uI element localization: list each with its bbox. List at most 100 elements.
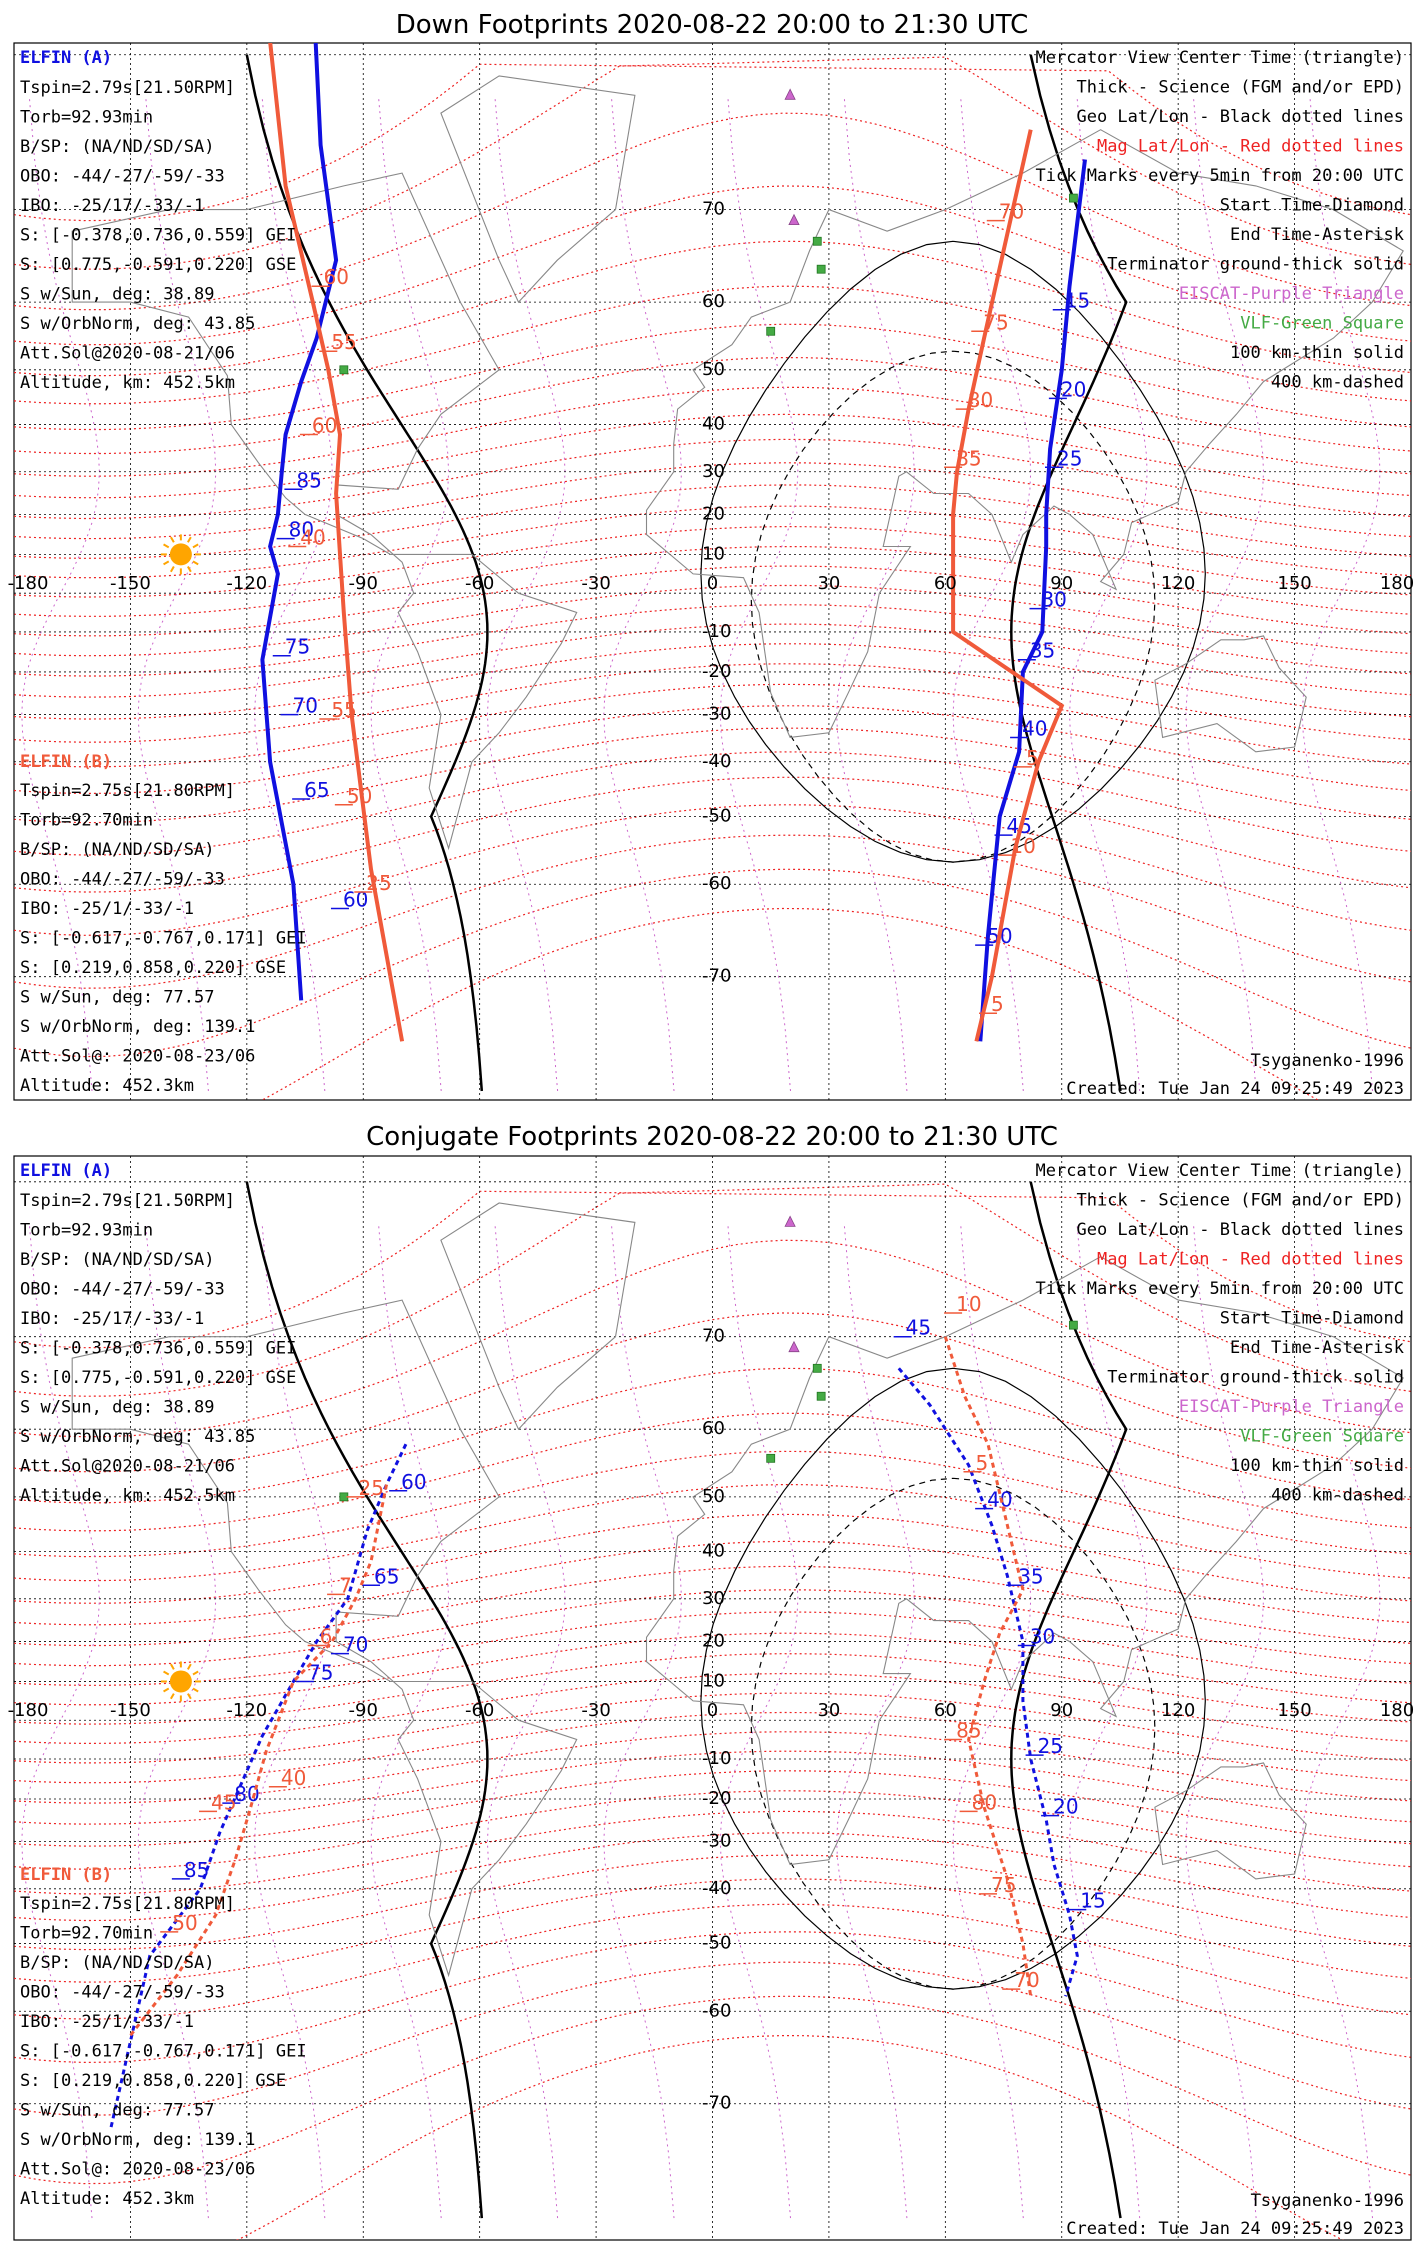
track-elfin-a-1: [978, 159, 1087, 1042]
x-tick-label: -150: [110, 1700, 151, 1721]
legend-entry: VLF-Green Square: [1240, 1427, 1404, 1447]
tick-label: 10: [956, 1292, 981, 1316]
y-tick-label: 20: [702, 503, 725, 524]
legend-entry: Mercator View Center Time (triangle): [1036, 48, 1404, 68]
y-tick-label: -10: [702, 1748, 731, 1769]
legend-entry: Mercator View Center Time (triangle): [1036, 1161, 1404, 1181]
tick-label: 15: [1065, 289, 1090, 313]
tick-label: 75: [991, 1873, 1016, 1897]
tick-label: 65: [304, 778, 329, 802]
x-tick-label: 30: [817, 573, 840, 594]
elfin-a-info: ELFIN (A) Tspin=2.79s[21.50RPM] Torb=92.93…: [20, 1161, 296, 1506]
tick-label: 85: [956, 1719, 981, 1743]
tick-label: 85: [184, 1858, 209, 1882]
x-tick-label: -90: [349, 573, 378, 594]
elfin-a-line: B/SP: (NA/ND/SD/SA): [20, 137, 214, 157]
tick-label: 40: [281, 1766, 306, 1790]
legend-entry: EISCAT-Purple Triangle: [1179, 284, 1404, 304]
elfin-a-title: ELFIN (A): [20, 1161, 112, 1181]
elfin-a-line: S: [0.775,-0.591,0.220] GSE: [20, 255, 296, 275]
elfin-b-title: ELFIN (B): [20, 752, 112, 772]
tick-label: 60: [343, 887, 368, 911]
legend-entry: EISCAT-Purple Triangle: [1179, 1397, 1404, 1417]
x-tick-label: 150: [1277, 573, 1311, 594]
tick-label: 40: [1022, 716, 1047, 740]
tick-label: 85: [956, 446, 981, 470]
elfin-b-info: ELFIN (B) Tspin=2.75s[21.80RPM] Torb=92.70…: [20, 752, 307, 1096]
x-tick-label: -180: [8, 1700, 49, 1721]
tick-label: 85: [296, 468, 321, 492]
tick-label: 45: [906, 1316, 931, 1340]
elfin-b-title: ELFIN (B): [20, 1865, 112, 1885]
elfin-b-line: IBO: -25/1/-33/-1: [20, 2012, 194, 2032]
tick-label: 5: [975, 1451, 988, 1475]
x-tick-label: 60: [934, 573, 957, 594]
tick-label: 25: [1038, 1734, 1063, 1758]
tick-label: 40: [300, 526, 325, 550]
x-tick-label: 90: [1050, 573, 1073, 594]
y-tick-label: -20: [702, 1788, 731, 1809]
legend-entry: 100 km-thin solid: [1230, 1456, 1404, 1476]
tick-label: 55: [331, 330, 356, 354]
legend-entry: Start Time-Diamond: [1220, 196, 1404, 216]
elfin-b-line: S w/Sun, deg: 77.57: [20, 988, 214, 1008]
elfin-b-line: Att.Sol@: 2020-08-23/06: [20, 1047, 255, 1067]
tick-label: 25: [358, 1476, 383, 1500]
y-tick-label: -60: [702, 873, 731, 894]
tick-label: 60: [312, 413, 337, 437]
tick-label: 30: [1030, 1625, 1055, 1649]
legend-entry: Tick Marks every 5min from 20:00 UTC: [1036, 166, 1404, 186]
tick-label: 50: [172, 1911, 197, 1935]
x-tick-label: 30: [817, 1700, 840, 1721]
tick-label: 75: [308, 1660, 333, 1684]
elfin-a-title: ELFIN (A): [20, 48, 112, 68]
elfin-a-line: Torb=92.93min: [20, 108, 153, 128]
elfin-b-line: IBO: -25/1/-33/-1: [20, 899, 194, 919]
elfin-b-line: S: [0.219,0.858,0.220] GSE: [20, 2071, 286, 2091]
elfin-b-line: Altitude: 452.3km: [20, 2189, 194, 2209]
legend-entry: Terminator ground-thick solid: [1107, 1368, 1404, 1388]
elfin-b-line: S w/Sun, deg: 77.57: [20, 2101, 214, 2121]
tick-label: 35: [1018, 1564, 1043, 1588]
y-tick-label: 50: [702, 359, 725, 380]
tick-label: 55: [331, 698, 356, 722]
legend: Mercator View Center Time (triangle) Thic…: [1036, 1161, 1404, 1506]
elfin-a-line: B/SP: (NA/ND/SD/SA): [20, 1250, 214, 1270]
tick-label: 75: [285, 635, 310, 659]
elfin-b-line: Tspin=2.75s[21.80RPM]: [20, 1894, 235, 1914]
tick-label: 35: [1030, 639, 1055, 663]
elfin-a-line: OBO: -44/-27/-59/-33: [20, 1280, 225, 1300]
elfin-a-line: Tspin=2.79s[21.50RPM]: [20, 1191, 235, 1211]
tick-label: 80: [968, 388, 993, 412]
x-tick-label: 180: [1380, 1700, 1414, 1721]
tick-label: 15: [1080, 1889, 1105, 1913]
y-tick-label: -60: [702, 2000, 731, 2021]
elfin-a-line: Altitude, km: 452.5km: [20, 373, 235, 393]
y-tick-label: 40: [702, 414, 725, 435]
elfin-a-line: Torb=92.93min: [20, 1221, 153, 1241]
y-tick-label: -70: [702, 966, 731, 987]
tick-label: 5: [991, 992, 1004, 1016]
track-elfin-b-2: [129, 1484, 388, 2037]
tick-label: 50: [347, 784, 372, 808]
elfin-b-line: OBO: -44/-27/-59/-33: [20, 1983, 225, 2003]
elfin-a-line: S: [0.775,-0.591,0.220] GSE: [20, 1368, 296, 1388]
x-tick-label: 90: [1050, 1700, 1073, 1721]
elfin-b-line: B/SP: (NA/ND/SD/SA): [20, 840, 214, 860]
elfin-b-line: Att.Sol@: 2020-08-23/06: [20, 2160, 255, 2180]
tick-label: 70: [293, 694, 318, 718]
elfin-a-line: Att.Sol@2020-08-21/06: [20, 344, 235, 364]
y-tick-label: 60: [702, 291, 725, 312]
x-tick-label: -120: [226, 573, 267, 594]
tick-label: 80: [972, 1790, 997, 1814]
legend-entry: 400 km-dashed: [1271, 373, 1404, 393]
tick-label: 20: [1061, 377, 1086, 401]
track-elfin-b-3: [951, 129, 1065, 1042]
elfin-b-line: Torb=92.70min: [20, 1924, 153, 1944]
y-tick-label: 40: [702, 1541, 725, 1562]
tick-label: 10: [1010, 834, 1035, 858]
y-tick-label: 30: [702, 461, 725, 482]
x-tick-label: -60: [465, 573, 494, 594]
tick-label: 25: [366, 871, 391, 895]
